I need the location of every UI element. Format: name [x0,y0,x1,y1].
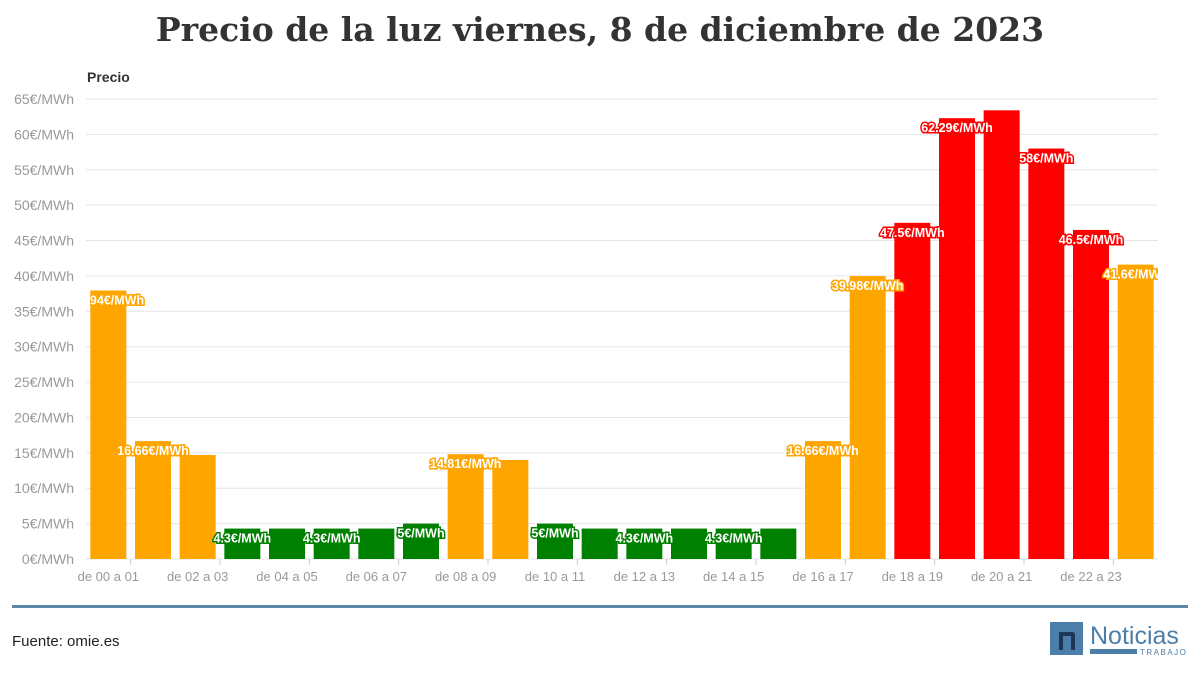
bar-de-03-a-04[interactable] [224,528,261,559]
y-tick-label: 50€/MWh [14,197,74,213]
data-label: 16.66€/MWh [787,444,859,458]
bar-de-23-a-24[interactable] [1117,264,1154,559]
bar-de-17-a-18[interactable] [849,276,886,559]
x-tick-label: de 08 a 09 [435,569,496,584]
data-label: 5€/MWh [397,527,444,541]
bar-de-21-a-22[interactable] [1028,148,1065,560]
y-tick-label: 65€/MWh [14,91,74,107]
y-tick-label: 30€/MWh [14,339,74,355]
bar-de-00-a-01[interactable] [90,290,127,559]
data-label: 4.3€/MWh [705,532,763,546]
bar-de-02-a-03[interactable] [179,454,216,559]
x-tick-label: de 10 a 11 [525,569,585,584]
y-tick-label: 35€/MWh [14,303,74,319]
bar-de-09-a-10[interactable] [492,459,529,559]
y-tick-label: 20€/MWh [14,409,74,425]
bar-de-14-a-15[interactable] [715,528,752,559]
bar-de-10-a-11[interactable] [537,523,573,559]
data-label: 41.6€/MWh [1103,268,1168,282]
bar-de-04-a-05[interactable] [269,528,305,559]
bar-chart: 0€/MWh 5€/MWh 10€/MWh 15€/MWh 20€/MWh 25€/MWh… [14,91,1168,584]
x-tick-label: de 06 a 07 [346,569,407,584]
y-tick-label: 45€/MWh [14,233,74,249]
y-tick-label: 5€/MWh [22,516,74,532]
data-label: 39.98€/MWh [832,279,904,293]
bar-de-18-a-19[interactable] [894,222,931,559]
data-label: 14.81€/MWh [430,457,502,471]
bar-de-12-a-13[interactable] [626,528,663,559]
chart-title: Precio de la luz viernes, 8 de diciembre… [155,10,1045,49]
x-tick-label: de 00 a 01 [78,569,139,584]
data-label: 5€/MWh [531,527,578,541]
svg-text:TRABAJO: TRABAJO [1140,648,1187,657]
data-label: 37.94€/MWh [73,294,145,308]
x-tick-label: de 22 a 23 [1060,569,1121,584]
bar-de-16-a-17[interactable] [805,441,841,559]
data-label: 16.66€/MWh [117,444,189,458]
svg-text:Noticias: Noticias [1090,622,1179,650]
x-tick-label: de 02 a 03 [167,569,228,584]
divider [12,605,1188,608]
noticias-trabajo-logo: Noticias TRABAJO [1050,622,1187,657]
x-tick-label: de 20 a 21 [971,569,1032,584]
y-tick-label: 40€/MWh [14,268,74,284]
data-label: 4.3€/MWh [616,532,674,546]
bar-de-01-a-02[interactable] [135,441,171,559]
bar-de-11-a-12[interactable] [581,528,618,559]
y-tick-label: 25€/MWh [14,374,74,390]
data-label: 4.3€/MWh [214,532,272,546]
y-tick-label: 60€/MWh [14,126,74,142]
bar-de-07-a-08[interactable] [403,523,439,559]
bar-de-20-a-21[interactable] [983,110,1020,560]
bar-de-15-a-16[interactable] [760,528,797,559]
bar-de-05-a-06[interactable] [313,528,350,559]
data-label: 62.29€/MWh [921,121,993,135]
data-label: 47.5€/MWh [880,226,945,240]
x-tick-label: de 12 a 13 [614,569,675,584]
x-tick-label: de 14 a 15 [703,569,764,584]
y-tick-label: 55€/MWh [14,162,74,178]
source-note: Fuente: omie.es [12,633,120,650]
bar-de-06-a-07[interactable] [358,528,395,559]
data-label: 46.5€/MWh [1059,233,1124,247]
x-tick-label: de 18 a 19 [882,569,943,584]
bar-de-22-a-23[interactable] [1073,229,1109,559]
y-tick-label: 15€/MWh [14,445,74,461]
y-axis-label: Precio [87,69,130,85]
data-label: 58€/MWh [1019,152,1073,166]
y-tick-label: 10€/MWh [14,480,74,496]
bar-de-08-a-09[interactable] [447,454,484,559]
bar-de-13-a-14[interactable] [671,528,707,559]
x-tick-label: de 04 a 05 [256,569,317,584]
y-tick-label: 0€/MWh [22,551,74,567]
x-tick-label: de 16 a 17 [792,569,853,584]
bar-de-19-a-20[interactable] [939,118,975,559]
data-label: 4.3€/MWh [303,532,361,546]
